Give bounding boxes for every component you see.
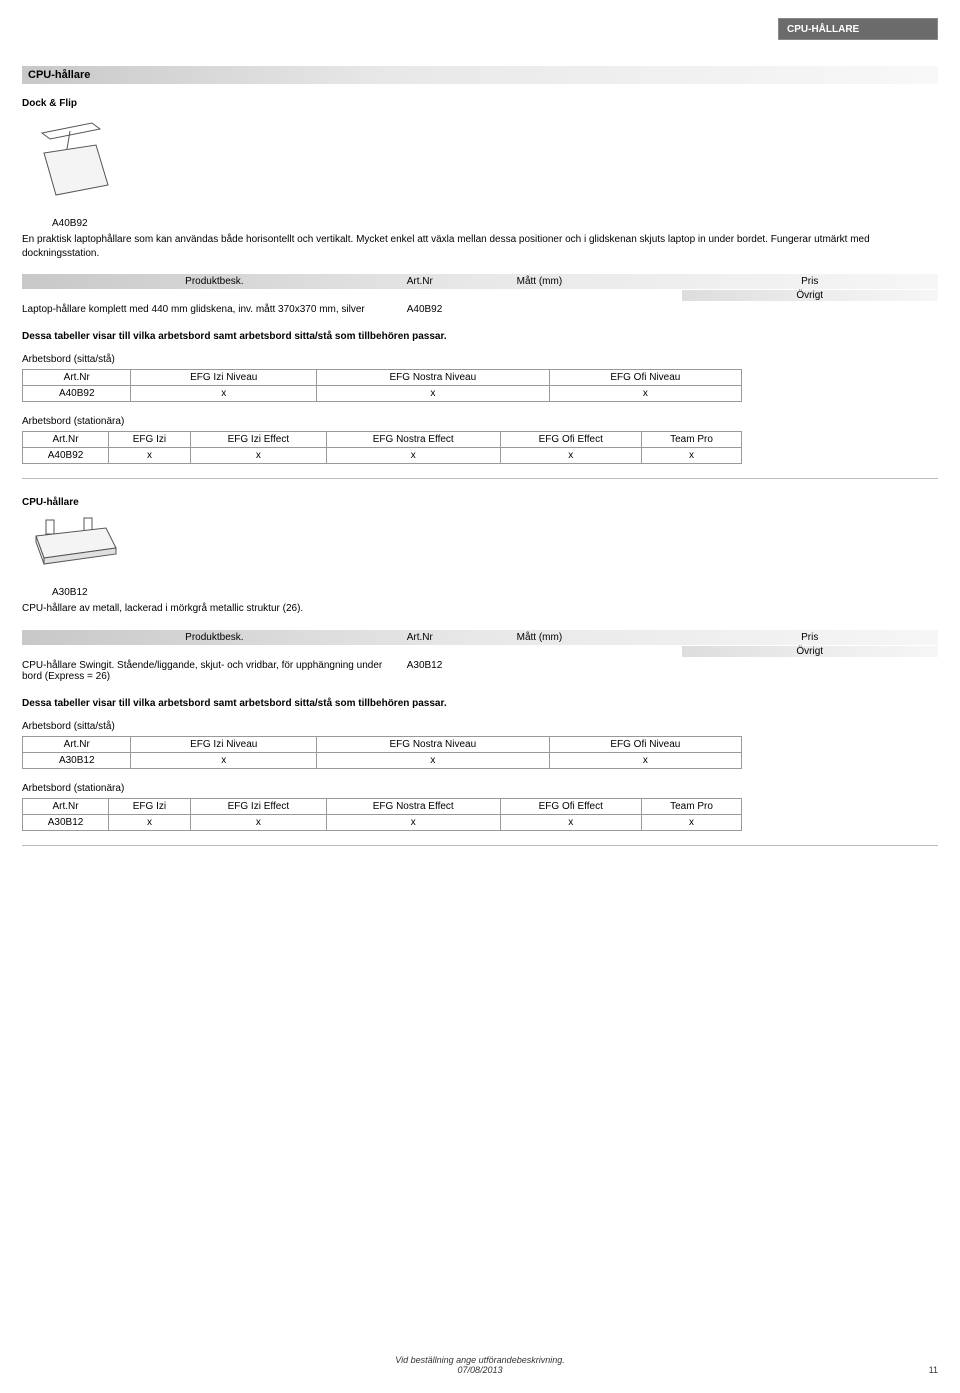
col-pris: Pris xyxy=(682,632,938,643)
table-row: Art.Nr EFG Izi EFG Izi Effect EFG Nostra… xyxy=(23,798,742,814)
product-subtitle: Dock & Flip xyxy=(22,98,938,109)
price-table-row: CPU-hållare Swingit. Stående/liggande, s… xyxy=(22,658,938,684)
price-table-subheader: Övrigt xyxy=(22,289,938,302)
page-number: 11 xyxy=(929,1365,938,1375)
compat-table-stationara: Art.Nr EFG Izi EFG Izi Effect EFG Nostra… xyxy=(22,798,742,831)
price-table-header: Produktbesk. Art.Nr Mått (mm) Pris xyxy=(22,274,938,289)
price-table-subheader: Övrigt xyxy=(22,645,938,658)
header-tab: CPU-HÅLLARE xyxy=(778,18,938,40)
product-illustration-cpu xyxy=(22,514,938,577)
col-matt: Mått (mm) xyxy=(517,276,682,287)
col-matt: Mått (mm) xyxy=(517,632,682,643)
header-tab-label: CPU-HÅLLARE xyxy=(787,24,859,35)
article-code: A40B92 xyxy=(52,218,938,229)
table-row: A30B12 x x x xyxy=(23,752,742,768)
product-description: CPU-hållare av metall, lackerad i mörkgr… xyxy=(22,602,938,616)
table-row: Art.Nr EFG Izi Niveau EFG Nostra Niveau … xyxy=(23,736,742,752)
section-title: CPU-hållare xyxy=(22,66,938,84)
table-row: Art.Nr EFG Izi EFG Izi Effect EFG Nostra… xyxy=(23,432,742,448)
article-code: A30B12 xyxy=(52,587,938,598)
table-row: Art.Nr EFG Izi Niveau EFG Nostra Niveau … xyxy=(23,370,742,386)
compat-heading: Dessa tabeller visar till vilka arbetsbo… xyxy=(22,331,938,342)
row-art: A40B92 xyxy=(407,304,517,315)
table-label: Arbetsbord (stationära) xyxy=(22,783,938,794)
table-row: A40B92 x x x x x xyxy=(23,448,742,464)
compat-table-stationara: Art.Nr EFG Izi EFG Izi Effect EFG Nostra… xyxy=(22,431,742,464)
page-footer: Vid beställning ange utförandebeskrivnin… xyxy=(22,1355,938,1375)
compat-table-sitsta: Art.Nr EFG Izi Niveau EFG Nostra Niveau … xyxy=(22,369,742,402)
footer-note: Vid beställning ange utförandebeskrivnin… xyxy=(22,1355,938,1365)
compat-table-sitsta: Art.Nr EFG Izi Niveau EFG Nostra Niveau … xyxy=(22,736,742,769)
table-label: Arbetsbord (sitta/stå) xyxy=(22,354,938,365)
table-row: A30B12 x x x x x xyxy=(23,814,742,830)
row-desc: Laptop-hållare komplett med 440 mm glids… xyxy=(22,304,407,315)
col-artnr: Art.Nr xyxy=(407,632,517,643)
col-pris: Pris xyxy=(682,276,938,287)
product-illustration-dockflip xyxy=(22,115,938,208)
col-produktbesk: Produktbesk. xyxy=(22,276,407,287)
page-content: CPU-hållare Dock & Flip A40B92 En prakti… xyxy=(22,66,938,864)
table-label: Arbetsbord (sitta/stå) xyxy=(22,721,938,732)
compat-heading: Dessa tabeller visar till vilka arbetsbo… xyxy=(22,698,938,709)
row-desc: CPU-hållare Swingit. Stående/liggande, s… xyxy=(22,660,407,682)
section-title: CPU-hållare xyxy=(22,497,938,508)
col-ovrigt: Övrigt xyxy=(682,290,938,301)
table-row: A40B92 x x x xyxy=(23,386,742,402)
price-table-row: Laptop-hållare komplett med 440 mm glids… xyxy=(22,302,938,317)
table-label: Arbetsbord (stationära) xyxy=(22,416,938,427)
row-art: A30B12 xyxy=(407,660,517,682)
col-ovrigt: Övrigt xyxy=(682,646,938,657)
col-produktbesk: Produktbesk. xyxy=(22,632,407,643)
col-artnr: Art.Nr xyxy=(407,276,517,287)
footer-date: 07/08/2013 xyxy=(22,1365,938,1375)
price-table-header: Produktbesk. Art.Nr Mått (mm) Pris xyxy=(22,630,938,645)
product-description: En praktisk laptophållare som kan använd… xyxy=(22,233,938,260)
